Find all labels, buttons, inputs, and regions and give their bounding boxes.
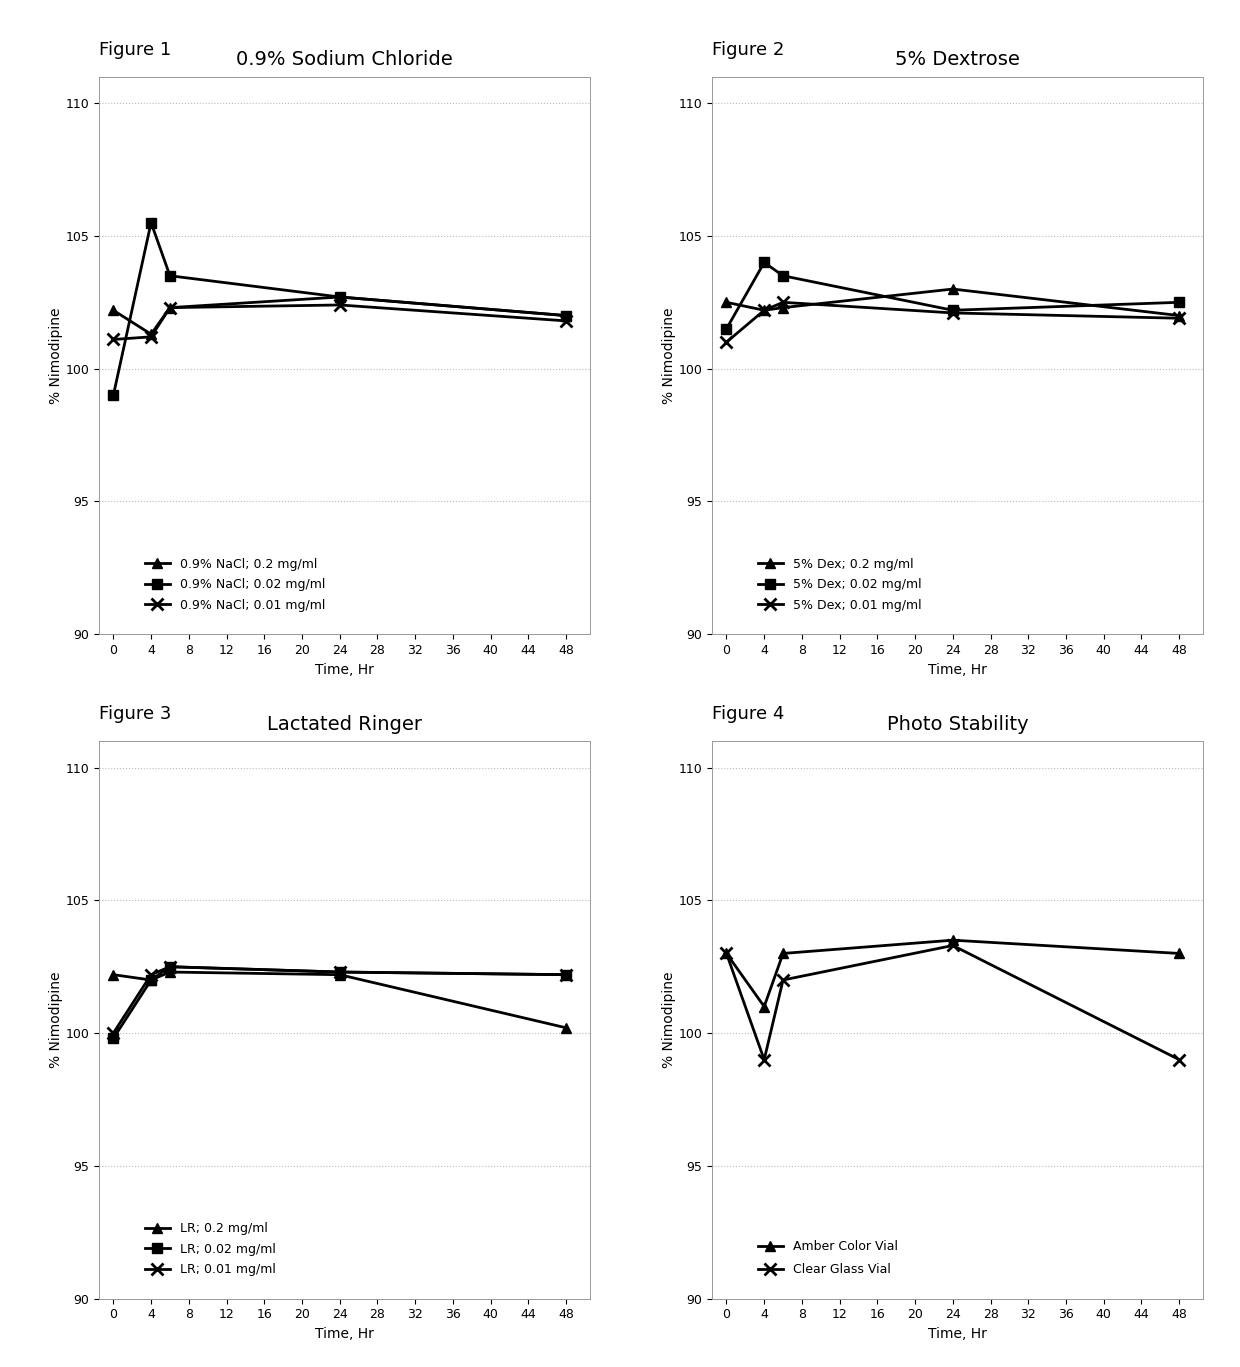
5% Dex; 0.01 mg/ml	[719, 334, 734, 350]
Y-axis label: % Nimodipine: % Nimodipine	[48, 308, 63, 403]
LR; 0.02 mg/ml	[559, 966, 574, 983]
0.9% NaCl; 0.01 mg/ml	[144, 328, 159, 344]
5% Dex; 0.02 mg/ml	[719, 321, 734, 338]
0.9% NaCl; 0.2 mg/ml	[162, 299, 177, 316]
LR; 0.2 mg/ml	[105, 966, 120, 983]
5% Dex; 0.2 mg/ml	[756, 302, 771, 319]
Title: 5% Dextrose: 5% Dextrose	[895, 51, 1021, 70]
0.9% NaCl; 0.01 mg/ml	[162, 299, 177, 316]
Line: Clear Glass Vial: Clear Glass Vial	[720, 939, 1185, 1066]
0.9% NaCl; 0.2 mg/ml	[559, 308, 574, 324]
X-axis label: Time, Hr: Time, Hr	[928, 1327, 987, 1341]
LR; 0.2 mg/ml	[559, 1020, 574, 1036]
Line: 0.9% NaCl; 0.2 mg/ml: 0.9% NaCl; 0.2 mg/ml	[108, 293, 570, 339]
Line: LR; 0.02 mg/ml: LR; 0.02 mg/ml	[108, 962, 570, 1043]
X-axis label: Time, Hr: Time, Hr	[315, 663, 374, 677]
0.9% NaCl; 0.02 mg/ml	[162, 268, 177, 284]
LR; 0.02 mg/ml	[162, 958, 177, 975]
LR; 0.02 mg/ml	[105, 1031, 120, 1047]
Title: Photo Stability: Photo Stability	[887, 715, 1028, 734]
0.9% NaCl; 0.02 mg/ml	[559, 308, 574, 324]
0.9% NaCl; 0.2 mg/ml	[105, 302, 120, 319]
LR; 0.01 mg/ml	[332, 964, 347, 980]
5% Dex; 0.02 mg/ml	[1172, 294, 1187, 310]
LR; 0.01 mg/ml	[162, 958, 177, 975]
Line: 5% Dex; 0.02 mg/ml: 5% Dex; 0.02 mg/ml	[722, 257, 1184, 334]
Line: 0.9% NaCl; 0.02 mg/ml: 0.9% NaCl; 0.02 mg/ml	[108, 217, 570, 401]
X-axis label: Time, Hr: Time, Hr	[315, 1327, 374, 1341]
Line: 5% Dex; 0.2 mg/ml: 5% Dex; 0.2 mg/ml	[722, 284, 1184, 320]
5% Dex; 0.02 mg/ml	[945, 302, 960, 319]
X-axis label: Time, Hr: Time, Hr	[928, 663, 987, 677]
Clear Glass Vial	[775, 972, 790, 988]
0.9% NaCl; 0.01 mg/ml	[559, 313, 574, 329]
0.9% NaCl; 0.2 mg/ml	[144, 325, 159, 342]
5% Dex; 0.2 mg/ml	[945, 280, 960, 297]
Y-axis label: % Nimodipine: % Nimodipine	[48, 972, 63, 1068]
LR; 0.01 mg/ml	[144, 966, 159, 983]
Line: 5% Dex; 0.01 mg/ml: 5% Dex; 0.01 mg/ml	[720, 297, 1185, 349]
Title: Lactated Ringer: Lactated Ringer	[267, 715, 422, 734]
5% Dex; 0.2 mg/ml	[775, 299, 790, 316]
Amber Color Vial	[756, 998, 771, 1014]
0.9% NaCl; 0.01 mg/ml	[332, 297, 347, 313]
5% Dex; 0.02 mg/ml	[775, 268, 790, 284]
Title: 0.9% Sodium Chloride: 0.9% Sodium Chloride	[236, 51, 453, 70]
5% Dex; 0.01 mg/ml	[945, 305, 960, 321]
Y-axis label: % Nimodipine: % Nimodipine	[662, 972, 676, 1068]
5% Dex; 0.2 mg/ml	[719, 294, 734, 310]
Text: Figure 3: Figure 3	[99, 705, 171, 723]
5% Dex; 0.01 mg/ml	[1172, 310, 1187, 327]
Clear Glass Vial	[1172, 1051, 1187, 1068]
Legend: LR; 0.2 mg/ml, LR; 0.02 mg/ml, LR; 0.01 mg/ml: LR; 0.2 mg/ml, LR; 0.02 mg/ml, LR; 0.01 …	[140, 1217, 280, 1281]
LR; 0.2 mg/ml	[162, 964, 177, 980]
Amber Color Vial	[945, 932, 960, 949]
0.9% NaCl; 0.02 mg/ml	[144, 215, 159, 231]
LR; 0.01 mg/ml	[105, 1025, 120, 1042]
LR; 0.02 mg/ml	[144, 972, 159, 988]
LR; 0.2 mg/ml	[332, 966, 347, 983]
Clear Glass Vial	[945, 938, 960, 954]
5% Dex; 0.01 mg/ml	[756, 302, 771, 319]
0.9% NaCl; 0.2 mg/ml	[332, 288, 347, 305]
Text: Figure 2: Figure 2	[712, 41, 785, 59]
Clear Glass Vial	[719, 945, 734, 961]
Legend: 5% Dex; 0.2 mg/ml, 5% Dex; 0.02 mg/ml, 5% Dex; 0.01 mg/ml: 5% Dex; 0.2 mg/ml, 5% Dex; 0.02 mg/ml, 5…	[753, 552, 926, 617]
Text: Figure 4: Figure 4	[712, 705, 785, 723]
Amber Color Vial	[775, 945, 790, 961]
Line: LR; 0.2 mg/ml: LR; 0.2 mg/ml	[108, 968, 570, 1032]
Legend: Amber Color Vial, Clear Glass Vial: Amber Color Vial, Clear Glass Vial	[753, 1236, 903, 1281]
Amber Color Vial	[719, 945, 734, 961]
Line: 0.9% NaCl; 0.01 mg/ml: 0.9% NaCl; 0.01 mg/ml	[107, 299, 573, 346]
0.9% NaCl; 0.02 mg/ml	[332, 288, 347, 305]
Line: Amber Color Vial: Amber Color Vial	[722, 935, 1184, 1012]
0.9% NaCl; 0.02 mg/ml	[105, 387, 120, 403]
Text: Figure 1: Figure 1	[99, 41, 171, 59]
Legend: 0.9% NaCl; 0.2 mg/ml, 0.9% NaCl; 0.02 mg/ml, 0.9% NaCl; 0.01 mg/ml: 0.9% NaCl; 0.2 mg/ml, 0.9% NaCl; 0.02 mg…	[140, 552, 330, 617]
0.9% NaCl; 0.01 mg/ml	[105, 331, 120, 347]
Amber Color Vial	[1172, 945, 1187, 961]
5% Dex; 0.02 mg/ml	[756, 254, 771, 271]
Y-axis label: % Nimodipine: % Nimodipine	[662, 308, 676, 403]
5% Dex; 0.01 mg/ml	[775, 294, 790, 310]
Clear Glass Vial	[756, 1051, 771, 1068]
LR; 0.01 mg/ml	[559, 966, 574, 983]
5% Dex; 0.2 mg/ml	[1172, 308, 1187, 324]
Line: LR; 0.01 mg/ml: LR; 0.01 mg/ml	[107, 961, 573, 1039]
LR; 0.2 mg/ml	[144, 972, 159, 988]
LR; 0.02 mg/ml	[332, 964, 347, 980]
